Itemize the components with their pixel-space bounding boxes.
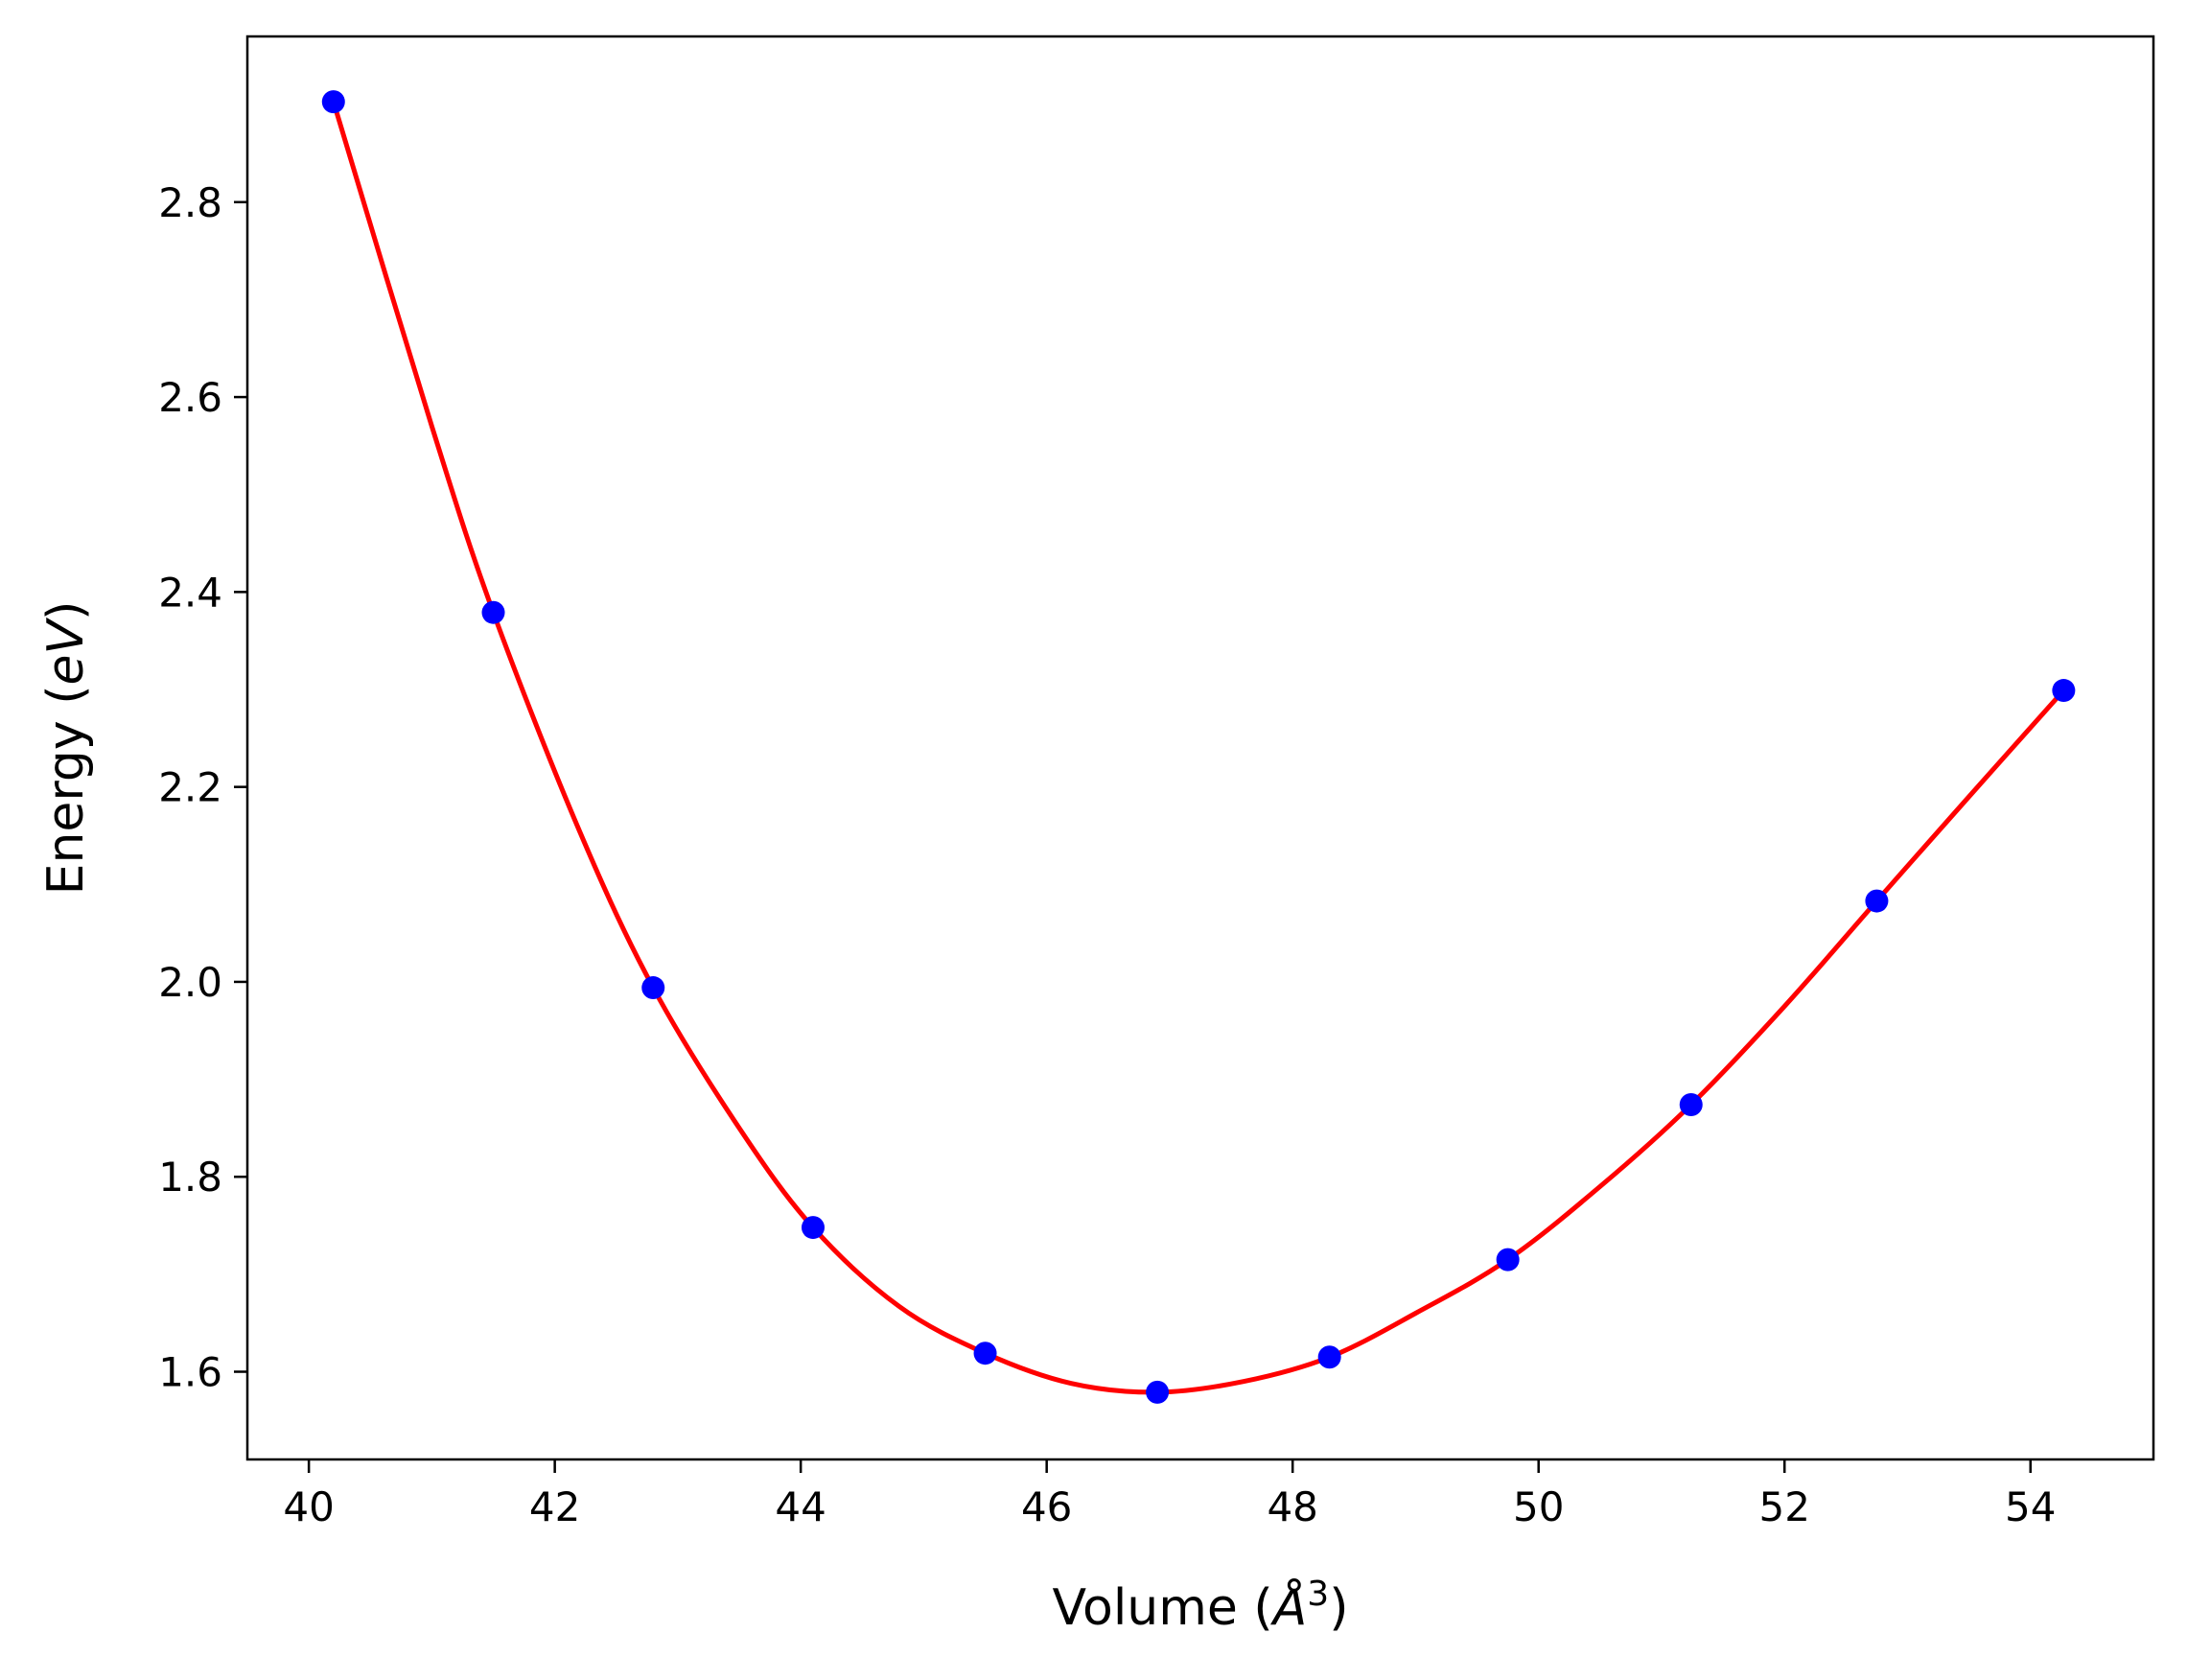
data-point [801,1216,825,1240]
x-tick-label: 42 [529,1483,580,1530]
y-tick-label: 1.6 [158,1349,222,1396]
data-point [321,90,345,114]
y-tick-label: 2.8 [158,179,222,226]
y-tick-label: 2.4 [158,569,222,616]
y-tick-label: 2.2 [158,764,222,811]
x-tick-label: 44 [775,1483,826,1530]
y-tick-label: 2.6 [158,374,222,421]
x-tick-label: 48 [1267,1483,1317,1530]
y-axis-ticks: 1.6 1.8 2.0 2.2 2.4 2.6 2.8 [158,179,247,1396]
data-point [1317,1345,1341,1369]
data-point [481,600,505,624]
data-point [1679,1093,1703,1117]
x-axis-ticks: 40 42 44 46 48 50 52 54 [283,1459,2056,1530]
y-tick-label: 2.0 [158,959,222,1006]
x-tick-label: 50 [1513,1483,1564,1530]
x-tick-label: 46 [1021,1483,1072,1530]
data-point [2052,679,2076,703]
x-tick-label: 40 [283,1483,334,1530]
x-axis-label: Volume (Å3) [1053,1575,1349,1637]
plot-layer [321,90,2076,1404]
data-point [1146,1380,1170,1404]
x-tick-label: 52 [1758,1483,1809,1530]
fit-curve [331,101,2066,1395]
data-point [641,976,665,1000]
y-tick-label: 1.8 [158,1154,222,1201]
y-axis-label: Energy (eV) [37,601,95,896]
data-point [1865,889,1889,913]
data-point [1496,1248,1520,1272]
x-tick-label: 54 [2005,1483,2056,1530]
plot-frame [245,35,2155,1461]
data-point [973,1342,997,1365]
